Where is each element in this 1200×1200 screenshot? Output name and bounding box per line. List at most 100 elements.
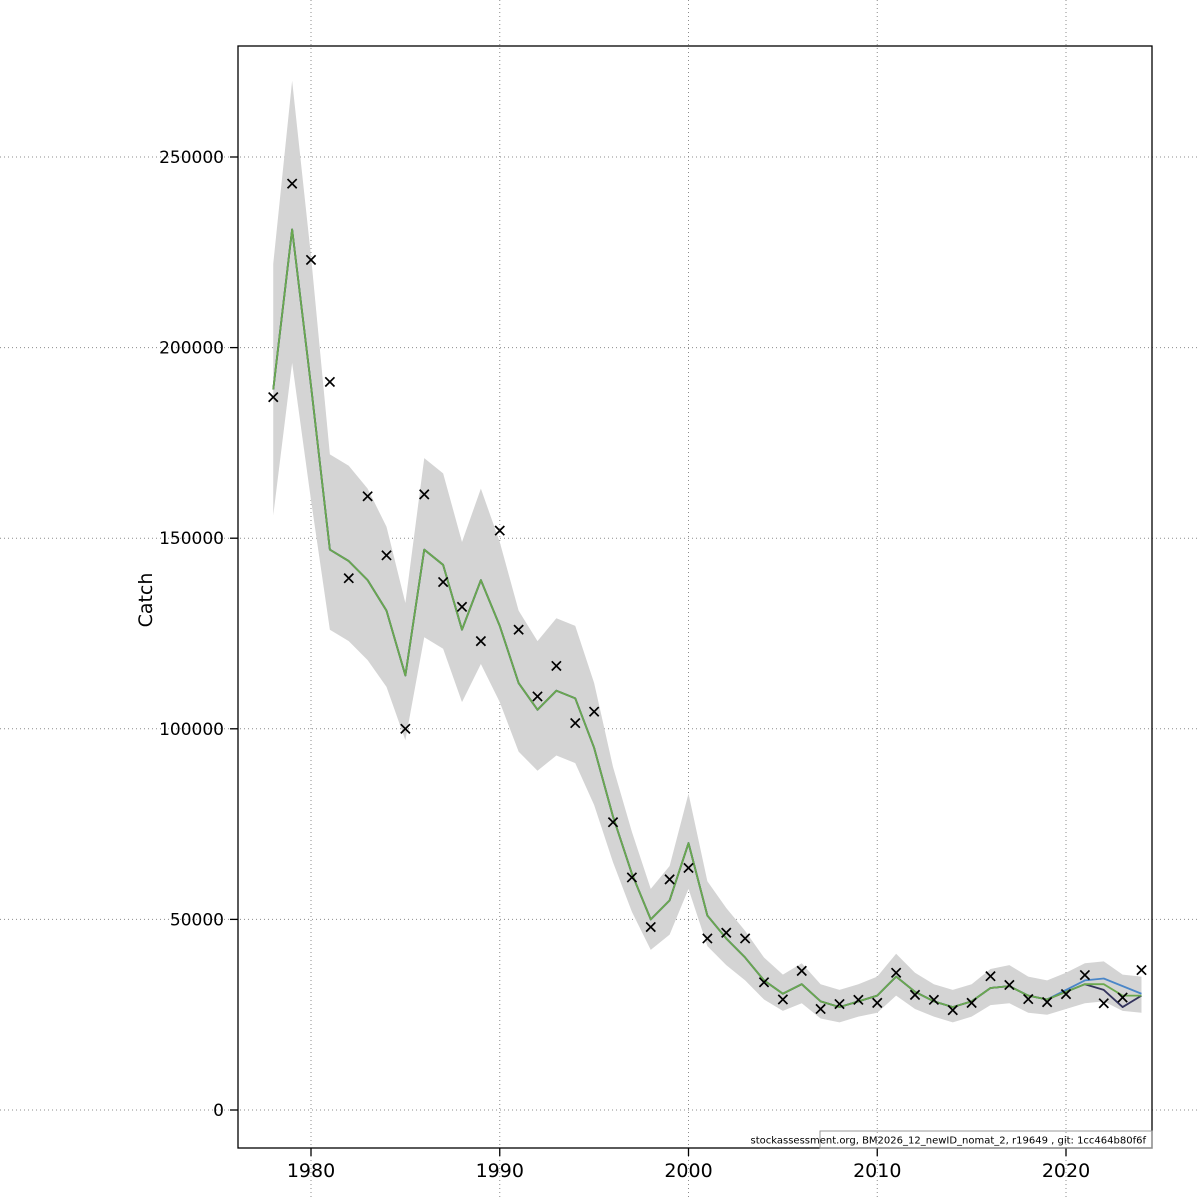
observed-point [286, 178, 298, 189]
x-tick-label: 2020 [1042, 1160, 1090, 1182]
x-mark-stroke [532, 691, 543, 702]
plot-border [237, 45, 1153, 1149]
x-tick-label: 1990 [476, 1160, 524, 1182]
observed-point [362, 491, 373, 502]
observed-point [966, 997, 977, 1009]
observed-point [1023, 993, 1034, 1005]
observed-point [796, 965, 807, 977]
x-mark-stroke [570, 717, 581, 729]
observed-point [815, 1003, 826, 1015]
x-mark-stroke [815, 1003, 826, 1015]
x-mark-stroke [777, 994, 789, 1005]
observed-point [777, 994, 789, 1005]
x-tick-label: 1980 [287, 1160, 335, 1182]
x-mark-stroke [475, 635, 487, 647]
x-mark-stroke [437, 576, 449, 588]
x-mark-stroke [702, 933, 713, 944]
observed-point [513, 624, 524, 635]
y-tick-label: 200000 [159, 339, 224, 359]
observed-point [475, 635, 487, 647]
observed-point [419, 489, 430, 500]
x-mark-stroke [739, 933, 751, 944]
x-mark-stroke [664, 874, 675, 885]
x-mark-stroke [588, 706, 600, 717]
observed-point [494, 525, 505, 536]
x-mark-stroke [456, 601, 468, 613]
x-mark-stroke [966, 997, 977, 1009]
observed-point [532, 691, 543, 702]
observed-point [758, 977, 770, 988]
x-mark-stroke [513, 624, 524, 635]
x-mark-stroke [1117, 992, 1128, 1003]
observed-point [381, 550, 392, 561]
x-mark-stroke [1079, 969, 1091, 981]
observed-point [890, 967, 902, 978]
observed-point [947, 1004, 958, 1016]
x-mark-stroke [928, 994, 940, 1006]
observed-point [1079, 969, 1091, 981]
x-mark-stroke [1136, 964, 1147, 976]
x-mark-stroke [400, 723, 411, 735]
observed-point [456, 601, 468, 613]
x-mark-stroke [834, 998, 845, 1010]
observed-point [551, 660, 562, 672]
x-mark-stroke [343, 573, 354, 584]
observed-point [928, 994, 940, 1006]
observed-point [437, 576, 449, 588]
x-mark-stroke [758, 977, 770, 988]
x-mark-stroke [721, 927, 732, 938]
observed-point [683, 862, 694, 874]
observed-point [588, 706, 600, 717]
observed-point [721, 927, 732, 938]
observed-point [1098, 998, 1109, 1009]
x-mark-stroke [853, 994, 864, 1006]
observed-point [343, 573, 354, 584]
confidence-band [273, 80, 1142, 1023]
observed-points [268, 178, 1147, 1016]
observed-point [909, 989, 921, 1001]
confidence-band-polygon [273, 80, 1142, 1023]
x-mark-stroke [494, 525, 505, 536]
observed-point [607, 816, 619, 828]
observed-point [739, 933, 751, 944]
observed-point [1060, 988, 1072, 1000]
x-mark-stroke [362, 491, 373, 502]
x-mark-stroke [890, 967, 902, 978]
observed-point [702, 933, 713, 944]
x-mark-stroke [381, 550, 392, 561]
y-axis-label: Catch [135, 573, 157, 628]
observed-point [872, 997, 883, 1009]
footer-stamp: stockassessment.org, BM2026_12_newID_nom… [751, 1136, 1147, 1147]
x-mark-stroke [683, 862, 694, 874]
observed-point [985, 970, 996, 982]
observed-point [570, 717, 581, 729]
x-mark-stroke [268, 391, 279, 403]
axis-tick-labels: 0 50000 100000 150000 200000 250000 1980 1990 20… [159, 148, 1090, 1182]
observed-point [645, 921, 656, 933]
observed-point [1004, 979, 1015, 991]
x-mark-stroke [909, 989, 921, 1001]
x-mark-stroke [796, 965, 807, 977]
x-mark-stroke [872, 997, 883, 1009]
observed-point [305, 254, 317, 266]
x-mark-stroke [1098, 998, 1109, 1009]
observed-point [664, 874, 675, 885]
axis-ticks [230, 156, 1067, 1156]
x-mark-stroke [607, 816, 619, 828]
observed-point [324, 376, 336, 388]
observed-point [1041, 996, 1053, 1008]
observed-point [834, 998, 845, 1010]
y-tick-label: 100000 [159, 720, 224, 740]
observed-point [1136, 964, 1147, 976]
x-mark-stroke [1041, 996, 1053, 1008]
observed-point [853, 994, 864, 1006]
y-tick-label: 50000 [170, 910, 224, 930]
x-mark-stroke [1004, 979, 1015, 991]
x-mark-stroke [324, 376, 336, 388]
x-mark-stroke [305, 254, 317, 266]
footer-box [819, 1130, 1153, 1149]
y-tick-label: 0 [213, 1101, 224, 1121]
y-tick-label: 150000 [159, 529, 224, 549]
